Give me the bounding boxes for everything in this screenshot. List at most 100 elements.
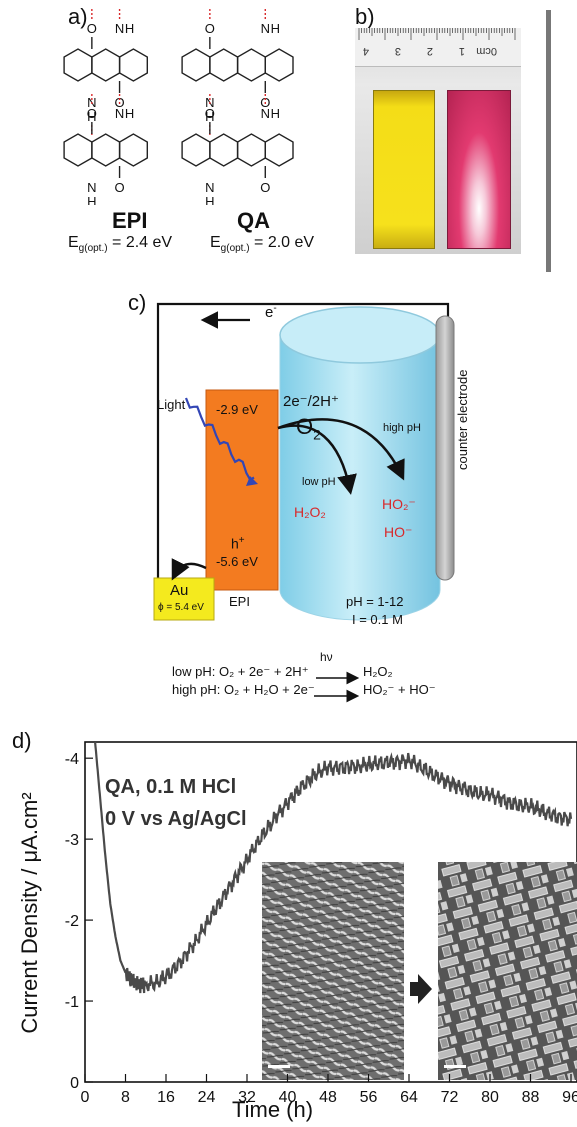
ho2-product: HO₂⁻ [382, 496, 416, 512]
x-axis-label: Time (h) [232, 1097, 314, 1122]
equation-low-ph-rhs: H₂O₂ [363, 664, 393, 679]
x-tick-label: 40 [279, 1089, 297, 1106]
nitrogen-atom: N [261, 21, 270, 36]
y-tick-label: -3 [65, 832, 79, 849]
ruler-label: 1 [459, 45, 465, 57]
ring-qa-bottom-3 [264, 133, 294, 167]
oxygen-atom: O [115, 180, 125, 195]
ring-qa-bottom-2 [236, 133, 267, 167]
ring-epi-bottom-0 [63, 133, 93, 167]
ring-epi-top-1 [91, 48, 121, 82]
low-ph-arrow [277, 424, 357, 495]
nitrogen-atom: N [87, 180, 96, 195]
ring-epi-bottom-2 [118, 133, 149, 167]
ring-qa-bottom-1 [209, 133, 239, 167]
x-tick-label: 0 [81, 1089, 90, 1106]
hydrogen-atom: H [87, 194, 96, 205]
ph-range-label: pH = 1-12 [346, 594, 404, 609]
panel-b-label: b) [355, 4, 375, 29]
vb-energy-label: -5.6 eV [216, 554, 258, 569]
counter-electrode-rod [435, 315, 455, 581]
ring-epi-bottom-1 [91, 133, 121, 167]
panel-a-label: a) [68, 4, 88, 29]
nitrogen-atom: N [205, 180, 214, 195]
molecule-name-qa: QA [237, 208, 270, 233]
light-label: Light [157, 397, 186, 412]
electrolyte-cylinder [279, 306, 441, 621]
epi-film-slide [373, 90, 435, 249]
divider-bar [546, 10, 551, 272]
ring-qa-top-3 [264, 48, 294, 82]
sem-scale-bar-after [444, 1065, 466, 1068]
hole-label: h+ [231, 535, 245, 552]
counter-electrode-label: counter electrode [455, 369, 470, 470]
nitrogen-atom: N [261, 106, 270, 121]
oxygen-atom: O [87, 21, 97, 36]
transition-arrow-icon [410, 974, 432, 1004]
ring-qa-bottom-0 [181, 133, 211, 167]
h2o2-product: H₂O₂ [294, 504, 326, 520]
light-wave-arrowhead [246, 476, 258, 486]
sem-scale-bar-before [268, 1065, 290, 1068]
equation-low-ph-lhs: low pH: O₂ + 2e⁻ + 2H⁺ [172, 664, 309, 679]
x-tick-label: 32 [238, 1089, 256, 1106]
x-tick-label: 64 [400, 1089, 418, 1106]
panel-c-label: c) [128, 290, 147, 315]
high-ph-label: high pH [383, 422, 421, 434]
ruler-label: 0cm [476, 45, 497, 57]
o2-label: O2 [296, 414, 321, 443]
x-tick-label: 96 [562, 1089, 577, 1106]
x-tick-label: 56 [360, 1089, 378, 1106]
current-density-chart: 0 8 16 24 32 40 48 56 64 72 80 88 96 0 -1 -2 -3 -4 [65, 741, 577, 1106]
electron-label: e- [265, 303, 277, 321]
molecule-name-epi: EPI [112, 208, 148, 233]
epi-band-block [205, 389, 279, 591]
ruler: 4 3 2 1 0cm [355, 28, 521, 67]
chart-annotation-potential: 0 V vs Ag/AgCl [105, 808, 247, 830]
ring-qa-top-1 [209, 48, 239, 82]
epi-label: EPI [229, 594, 250, 609]
hydrogen-atom: H [125, 21, 134, 36]
sem-inset-before [262, 862, 404, 1080]
oxygen-atom: O [260, 180, 270, 195]
oxygen-atom: O [205, 21, 215, 36]
cb-energy-label: -2.9 eV [216, 402, 258, 417]
equation-high-ph-rhs: HO₂⁻ + HO⁻ [363, 682, 436, 697]
oxygen-atom: O [87, 106, 97, 121]
bandgap-epi: Eg(opt.) = 2.4 eV [68, 234, 173, 255]
hydrogen-atom: H [205, 194, 214, 205]
photo-slides: 4 3 2 1 0cm [355, 28, 521, 254]
qa-film-slide [447, 90, 511, 249]
electron-proton-transfer-label: 2e⁻/2H⁺ [283, 393, 339, 410]
hydrogen-atom: H [125, 106, 134, 121]
light-wave [184, 397, 255, 482]
hv-label: hν [320, 650, 333, 664]
y-tick-label: 0 [70, 1075, 79, 1092]
y-axis-label: Current Density / μA.cm² [17, 792, 42, 1034]
ruler-label: 2 [427, 45, 433, 57]
hydrogen-atom: H [271, 106, 280, 121]
hole-transfer-arrow [171, 558, 207, 581]
ring-epi-top-2 [118, 48, 149, 82]
ruler-ticks: 4 3 2 1 0cm [358, 28, 516, 57]
au-label: Au [170, 582, 189, 599]
bandgap-qa: Eg(opt.) = 2.0 eV [210, 234, 315, 255]
nitrogen-atom: N [115, 106, 124, 121]
ho-product: HO⁻ [384, 524, 413, 540]
hydrogen-atom: H [205, 109, 214, 124]
sem-inset-after [438, 862, 577, 1080]
ionic-strength-label: I = 0.1 M [352, 612, 403, 627]
panel-d-label: d) [12, 728, 32, 753]
ruler-label: 4 [363, 45, 369, 57]
photoelectrochemical-cell-diagram [153, 302, 455, 703]
au-workfunction: ϕ = 5.4 eV [158, 602, 204, 613]
hydrogen-atom: H [87, 109, 96, 124]
x-tick-label: 72 [441, 1089, 459, 1106]
hydrogen-atom: H [271, 21, 280, 36]
ring-qa-top-0 [181, 48, 211, 82]
x-tick-label: 8 [121, 1089, 130, 1106]
x-tick-label: 24 [198, 1089, 216, 1106]
y-tick-label: -2 [65, 913, 79, 930]
au-electrode-box [153, 577, 215, 621]
